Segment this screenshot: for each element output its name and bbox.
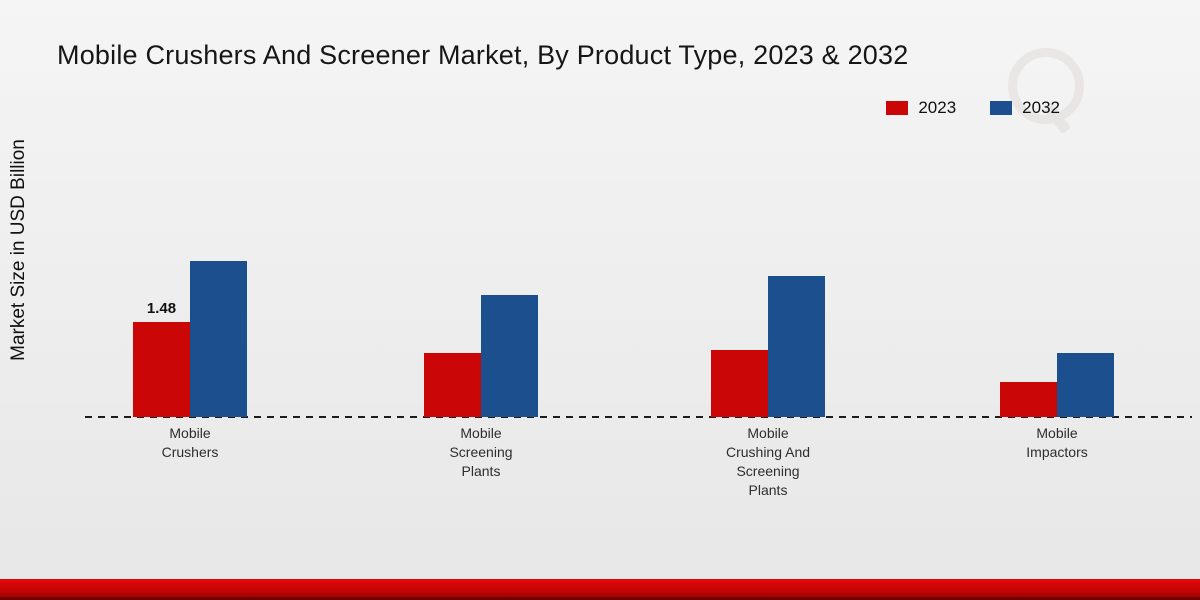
watermark-logo xyxy=(1000,48,1090,143)
legend-label-2032: 2032 xyxy=(1022,98,1060,117)
bar-2032-category-0 xyxy=(190,261,247,417)
x-axis-baseline xyxy=(85,416,1192,418)
legend-item-2023: 2023 xyxy=(886,98,956,118)
bar-2023-category-2 xyxy=(711,350,768,417)
category-label-0: Mobile Crushers xyxy=(161,425,219,460)
bar-2023-category-3 xyxy=(1000,382,1057,417)
plot-area xyxy=(85,261,1192,418)
footer-band-edge xyxy=(0,597,1200,600)
category-label-1: Mobile Screening Plants xyxy=(449,425,513,479)
bar-2023-category-1 xyxy=(424,353,481,417)
magnifier-icon xyxy=(1008,48,1084,124)
bar-group-0 xyxy=(133,261,247,417)
bar-2023-category-0 xyxy=(133,322,190,417)
legend-label-2023: 2023 xyxy=(918,98,957,117)
footer-band xyxy=(0,579,1200,600)
bar-2032-category-2 xyxy=(768,276,825,417)
bar-group-3 xyxy=(1000,353,1114,417)
bar-group-1 xyxy=(424,295,538,417)
bar-2032-category-3 xyxy=(1057,353,1114,417)
category-label-2: Mobile Crushing And Screening Plants xyxy=(725,425,811,498)
legend-item-2032: 2032 xyxy=(990,98,1060,118)
category-label-3: Mobile Impactors xyxy=(1026,425,1088,460)
legend-swatch-2032 xyxy=(990,101,1013,115)
bar-group-2 xyxy=(711,276,825,417)
legend-swatch-2023 xyxy=(886,101,909,115)
bar-2032-category-1 xyxy=(481,295,538,417)
bar-value-annotation: 1.48 xyxy=(146,300,177,317)
chart-title: Mobile Crushers And Screener Market, By … xyxy=(57,40,909,70)
legend: 2023 2032 xyxy=(886,98,1060,118)
